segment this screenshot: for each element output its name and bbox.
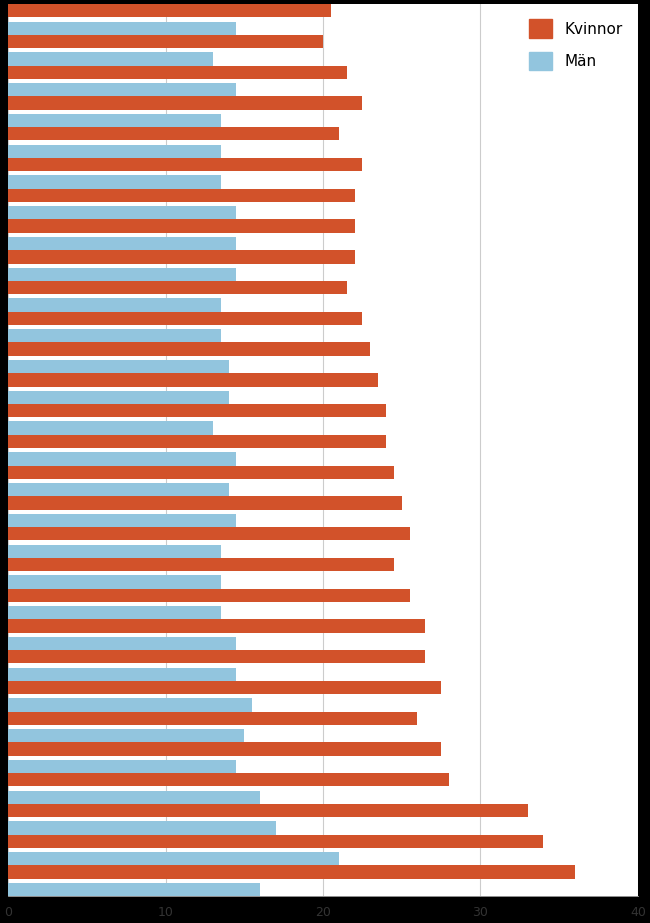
Bar [8, 206, 237, 220]
Bar [8, 53, 213, 66]
Bar [8, 435, 386, 448]
Bar [8, 834, 543, 848]
Bar [8, 773, 449, 786]
Bar [8, 342, 370, 355]
Bar [8, 220, 354, 233]
Bar [8, 83, 237, 96]
Bar [8, 882, 260, 896]
Bar [8, 712, 417, 725]
Bar [8, 465, 394, 479]
Bar [8, 804, 528, 817]
Bar [8, 312, 363, 325]
Bar [8, 852, 339, 866]
Bar [8, 21, 237, 35]
Bar [8, 681, 441, 694]
Bar [8, 452, 237, 465]
Bar [8, 699, 252, 712]
Bar [8, 298, 221, 312]
Bar [8, 237, 237, 250]
Bar [8, 175, 221, 188]
Bar [8, 188, 354, 202]
Bar [8, 545, 221, 557]
Bar [8, 514, 237, 527]
Bar [8, 821, 276, 834]
Bar [8, 760, 237, 773]
Bar [8, 35, 323, 48]
Bar [8, 127, 339, 140]
Bar [8, 483, 229, 497]
Bar [8, 66, 346, 79]
Bar [8, 606, 221, 619]
Legend: Kvinnor, Män: Kvinnor, Män [521, 12, 630, 78]
Bar [8, 114, 221, 127]
Bar [8, 729, 244, 742]
Bar [8, 390, 229, 404]
Bar [8, 619, 425, 632]
Bar [8, 5, 331, 18]
Bar [8, 268, 237, 281]
Bar [8, 281, 346, 294]
Bar [8, 360, 229, 373]
Bar [8, 557, 394, 571]
Bar [8, 866, 575, 879]
Bar [8, 145, 221, 158]
Bar [8, 96, 363, 110]
Bar [8, 791, 260, 804]
Bar [8, 667, 237, 681]
Bar [8, 637, 237, 650]
Bar [8, 250, 354, 263]
Bar [8, 373, 378, 387]
Bar [8, 158, 363, 172]
Bar [8, 575, 221, 589]
Bar [8, 497, 402, 509]
Bar [8, 330, 221, 342]
Bar [8, 650, 425, 664]
Bar [8, 422, 213, 435]
Bar [8, 742, 441, 756]
Bar [8, 527, 410, 540]
Bar [8, 589, 410, 602]
Bar [8, 404, 386, 417]
